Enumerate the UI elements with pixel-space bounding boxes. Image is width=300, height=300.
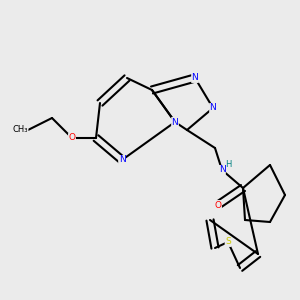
Text: N: N [192, 74, 198, 82]
Text: CH₃: CH₃ [13, 125, 28, 134]
Text: O: O [68, 134, 76, 142]
Text: O: O [214, 200, 221, 209]
Text: N: N [118, 155, 125, 164]
Text: S: S [225, 238, 231, 247]
Text: N: N [219, 166, 225, 175]
Text: N: N [210, 103, 216, 112]
Text: H: H [225, 160, 232, 169]
Text: N: N [172, 118, 178, 127]
